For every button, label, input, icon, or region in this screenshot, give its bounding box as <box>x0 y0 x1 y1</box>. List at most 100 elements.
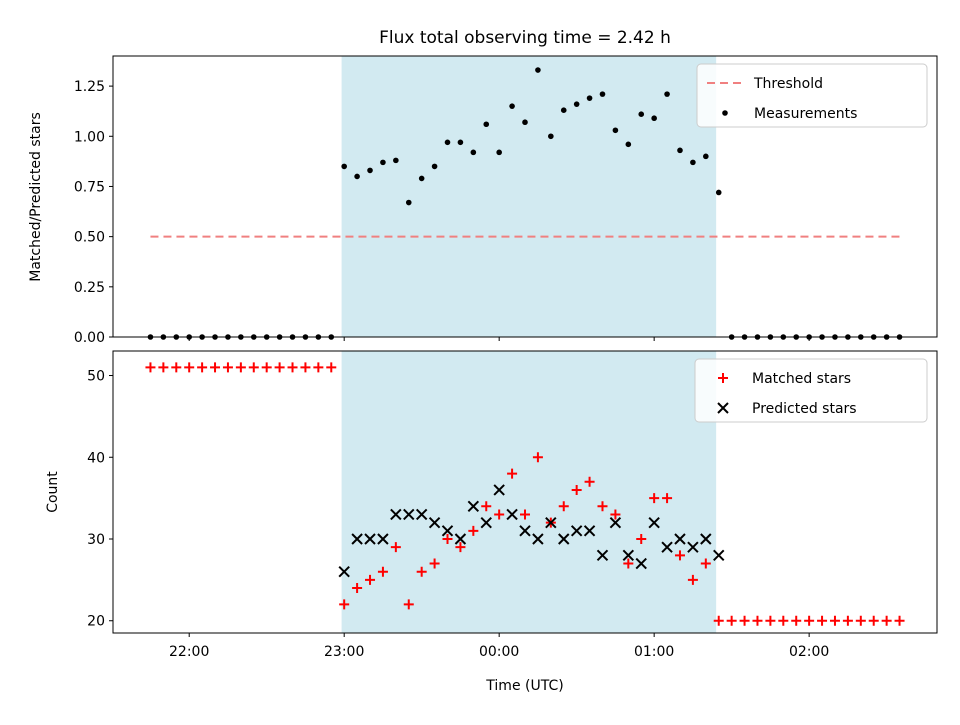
matched-star-point <box>739 615 750 626</box>
top-legend <box>696 63 928 128</box>
measurement-point <box>341 163 347 170</box>
measurement-point <box>664 91 670 97</box>
matched-star-point <box>313 362 324 373</box>
predicted-star-point <box>467 500 480 513</box>
predicted-star-point <box>700 533 712 545</box>
predicted-star-point <box>570 525 583 537</box>
matched-star-point <box>829 615 840 626</box>
x-tick-label: 00:00 <box>479 644 519 660</box>
matched-star-point <box>894 615 905 626</box>
measurement-point <box>690 159 696 166</box>
predicted-star-point <box>583 525 596 537</box>
matched-star-point <box>326 362 337 373</box>
legend-matched-marker <box>718 373 728 383</box>
legend-measurement-marker <box>722 110 728 116</box>
matched-star-point <box>184 362 195 373</box>
top-y-tick-label: 0.75 <box>74 179 105 195</box>
matched-star-point <box>468 525 479 536</box>
measurement-point <box>418 175 425 182</box>
top-y-tick-label: 0.50 <box>74 230 105 246</box>
measurement-point <box>367 167 373 174</box>
matched-star-point <box>842 615 853 626</box>
predicted-star-point <box>519 525 531 537</box>
measurement-point <box>380 159 386 166</box>
measurement-point <box>612 127 619 134</box>
bottom-legend <box>694 358 928 423</box>
measurement-point <box>548 133 554 140</box>
top-y-tick-label: 1.00 <box>74 129 105 145</box>
predicted-star-point <box>506 508 518 521</box>
matched-star-point <box>752 615 763 626</box>
matched-star-point <box>520 509 530 520</box>
legend-label: Measurements <box>754 106 857 122</box>
matched-star-point <box>481 501 492 512</box>
predicted-star-point <box>377 533 389 545</box>
predicted-star-point <box>635 557 647 570</box>
matched-star-point <box>623 558 634 569</box>
x-tick-label: 23:00 <box>324 644 364 660</box>
bottom-axes-frame <box>112 350 938 634</box>
bottom-observing-window <box>341 351 717 633</box>
x-axis-label: Time (UTC) <box>485 678 563 694</box>
matched-star-point <box>210 362 221 373</box>
matched-star-point <box>339 599 350 610</box>
predicted-star-point <box>428 516 441 529</box>
matched-star-point <box>261 362 272 373</box>
measurement-point <box>535 67 541 73</box>
measurement-point <box>625 141 632 148</box>
matched-star-point <box>571 484 582 495</box>
measurement-point <box>638 111 645 118</box>
bottom-y-tick-label: 30 <box>87 532 105 548</box>
matched-star-point <box>390 542 401 553</box>
matched-star-point <box>713 615 724 626</box>
matched-star-point <box>868 615 879 626</box>
top-y-tick-label: 1.25 <box>74 79 105 95</box>
matched-star-point <box>778 615 789 626</box>
matched-star-point <box>700 558 711 569</box>
predicted-star-point <box>441 525 454 537</box>
predicted-star-point <box>648 516 660 529</box>
matched-star-point <box>442 534 453 544</box>
matched-star-point <box>158 362 169 373</box>
matched-star-point <box>403 599 414 610</box>
matched-star-point <box>197 362 208 373</box>
matched-star-point <box>494 509 505 520</box>
x-tick-label: 02:00 <box>789 644 829 660</box>
matched-star-point <box>248 362 259 373</box>
matched-star-point <box>817 615 828 626</box>
top-panel: 0.00 0.25 0.50 0.75 1.00 1.25 Threshold Measure… <box>74 55 938 346</box>
x-tick-label: 01:00 <box>634 644 674 660</box>
top-y-tick-label: 0.25 <box>74 280 105 296</box>
predicted-star-point <box>622 549 635 562</box>
matched-star-point <box>610 509 621 520</box>
measurement-point <box>496 149 502 156</box>
matched-star-point <box>274 362 285 373</box>
measurement-point <box>586 95 593 101</box>
predicted-star-point <box>558 533 570 545</box>
chart-title: Flux total observing time = 2.42 h <box>379 28 671 48</box>
matched-star-point <box>662 493 673 504</box>
legend-predicted-marker <box>717 402 729 414</box>
matched-star-point <box>300 362 311 373</box>
matched-star-point <box>532 452 543 463</box>
measurement-point <box>509 103 515 109</box>
measurement-point <box>483 121 490 128</box>
predicted-star-point <box>674 533 686 545</box>
matched-star-point <box>791 615 802 626</box>
matched-star-point <box>765 615 776 626</box>
measurement-point <box>677 147 683 154</box>
legend-label: Threshold <box>753 76 823 92</box>
bottom-y-tick-label: 20 <box>87 614 105 630</box>
measurement-point <box>651 115 657 122</box>
measurement-point <box>354 173 360 180</box>
matched-star-point <box>235 362 246 373</box>
x-tick-label: 22:00 <box>169 644 209 660</box>
matched-star-point <box>674 550 685 561</box>
predicted-star-point <box>480 516 492 529</box>
predicted-star-point <box>493 484 505 496</box>
top-y-tick-label: 0.00 <box>74 330 105 346</box>
matched-star-point <box>507 468 518 479</box>
measurement-point <box>457 139 464 146</box>
